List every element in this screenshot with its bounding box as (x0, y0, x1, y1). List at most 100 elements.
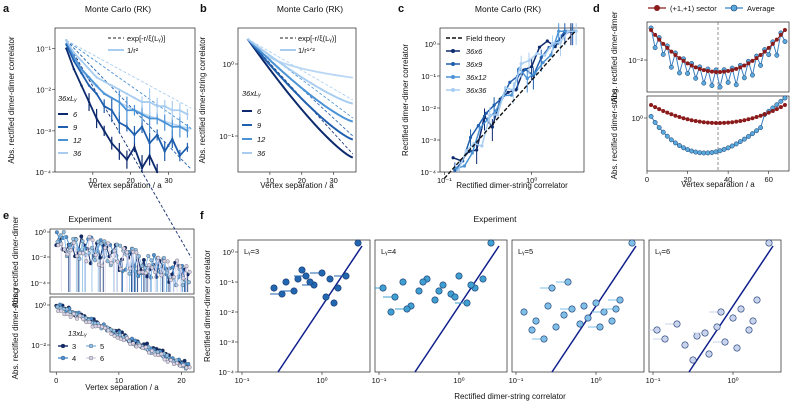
panel-d-avg-point (685, 71, 691, 76)
panel-f-point (540, 335, 548, 343)
panel-d-red-point (762, 49, 767, 54)
panel-a-point (102, 104, 106, 108)
panel-f-point (532, 317, 540, 325)
panel-f-point (306, 278, 314, 286)
panel-f-point (612, 305, 620, 313)
panel-a-point (163, 121, 166, 124)
panel-d-red-point (746, 61, 751, 66)
panel-f-xtick-label: 10⁰ (727, 376, 738, 385)
legend-d-red-marker (654, 5, 660, 11)
panel-f-point (278, 290, 286, 298)
panel-f-xtick-label: 10⁰ (453, 376, 464, 385)
panel-e-top-point (61, 230, 66, 234)
panel-d-red-point (665, 45, 670, 50)
panel-a-point (133, 133, 136, 137)
panel-e-top-point (106, 241, 111, 246)
panel-e-top-point (128, 266, 133, 271)
panel-a-point (171, 137, 174, 141)
panel-a-point (72, 51, 76, 54)
panel-d-avg-point (701, 80, 707, 86)
panel-f-point (322, 293, 330, 301)
panel-d-bottom-avg-point (648, 113, 654, 119)
panel-e-xtick-label: 20 (177, 376, 185, 385)
panel-a-point (163, 150, 166, 153)
panel-e-ylabel-top: Abs. rectified dimer-dimer (11, 216, 20, 307)
panel-e-top-point (90, 238, 95, 242)
panel-d-bottom-avg-point (693, 149, 699, 155)
panel-a-plot (65, 39, 192, 258)
panel-d-bottom-red-point (669, 112, 674, 117)
panel-e-top-point (99, 241, 104, 246)
panel-d-red-point (693, 65, 698, 70)
panel-e-bottom-point (65, 311, 70, 316)
panel-f-point (717, 308, 725, 316)
panel-d-bottom-avg-point (713, 149, 719, 155)
legend-a-exp: exp[-r/ξ(Lᵧ)] (127, 34, 165, 43)
panel-f-point (379, 284, 387, 292)
panel-a-point (80, 59, 83, 63)
panel-d-bottom-red-point (770, 108, 775, 113)
panel-a-point (125, 92, 129, 96)
panel-d-red-point (726, 69, 731, 74)
panel-d-bottom-red-point (734, 119, 739, 124)
panel-b-series-line (246, 38, 354, 105)
panel-e-top-point (140, 263, 144, 268)
panel-c-xtick-label: 10⁰ (526, 176, 537, 185)
panel-a-point (125, 125, 129, 128)
panel-d-bottom-avg-point (677, 143, 682, 149)
panel-e-top-point (65, 252, 70, 257)
panel-f-point (653, 326, 661, 334)
panel-a-point (118, 100, 121, 104)
panel-e-top-point (161, 255, 166, 260)
legend-c-series-marker (451, 75, 455, 79)
panel-f-point (608, 317, 616, 325)
panel-f-point (584, 314, 592, 322)
panel-b-plot (246, 38, 354, 159)
legend-a-power: 1/r² (127, 46, 139, 55)
panel-a-point (95, 92, 98, 96)
panel-a-point (148, 117, 151, 120)
panel-e-ylabel-bottom: Abs. rectified dimer-string (11, 289, 20, 380)
panel-e-top-point (143, 270, 148, 275)
panel-e-bottom-point (87, 320, 92, 324)
panel-e-xtick-label: 10 (115, 376, 123, 385)
panel-a-point (95, 76, 98, 79)
panel-a-point (148, 154, 151, 157)
panel-e-xlabel: Vertex separation / a (85, 383, 159, 392)
panel-b-xtick-label: 20 (298, 176, 306, 185)
panel-b-xtick-label: 30 (330, 176, 338, 185)
panel-d-avg-point (668, 64, 674, 70)
panel-e-top-point (105, 259, 110, 264)
panel-d-bottom-red-point (649, 103, 654, 107)
panel-d-xtick-label: 0 (645, 175, 649, 184)
panel-d-bottom-red-point (754, 115, 759, 120)
panel-c-point (492, 103, 496, 107)
panel-e-top-point (187, 280, 191, 285)
panel-c-point (535, 52, 539, 56)
panel-e-top-point (125, 250, 129, 255)
panel-d-red-point (673, 52, 678, 57)
panel-d-red-point (657, 37, 662, 42)
panel-d-bottom-red-point (778, 105, 783, 110)
panel-d-bottom-avg-point (774, 102, 780, 108)
panel-b-label: b (200, 3, 207, 15)
panel-c-point (453, 168, 457, 172)
panel-a-point (140, 100, 144, 104)
panel-e-top-point (59, 242, 64, 246)
legend-a-series-label: 12 (73, 136, 82, 145)
panel-d-bottom-red-point (661, 108, 666, 113)
panel-a-point (110, 109, 113, 112)
panel-d-bottom-avg-point (782, 95, 788, 101)
panel-e-bottom-point (168, 358, 173, 363)
panel-d-avg-point (741, 75, 747, 81)
panel-e-bottom-ytick-label: 10⁻² (31, 341, 46, 350)
legend-b-series-title: 36xLᵧ (242, 89, 261, 98)
panel-e-top-point (81, 251, 86, 256)
legend-c-field: Field theory (466, 34, 505, 43)
panel-f2-frame (374, 239, 508, 373)
panel-d-bottom-red-point (681, 116, 686, 121)
panel-f-subpanel-label: Lᵧ=5 (518, 247, 533, 256)
panel-f-field-theory-line (551, 245, 637, 373)
panel-d-bottom-avg-point (737, 139, 743, 145)
panel-a-point (80, 67, 83, 71)
